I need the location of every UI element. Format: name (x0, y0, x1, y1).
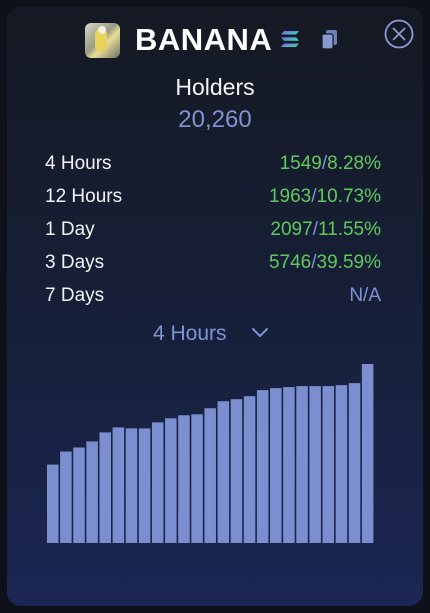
holders-count: 20,260 (178, 106, 252, 133)
list-item: 12 Hours 1963/10.73% (45, 184, 381, 217)
chart-bar (283, 387, 295, 543)
chart-bar (99, 432, 111, 543)
chart-bar (270, 388, 282, 543)
token-header: BANANA (7, 18, 423, 61)
chevron-down-icon (252, 328, 268, 337)
chart-bar (361, 364, 374, 543)
chart-bar (243, 396, 256, 543)
chart-bar (138, 428, 151, 543)
value-separator: / (311, 252, 317, 273)
chart-bar (256, 390, 269, 543)
value-separator: / (311, 186, 317, 207)
avatar-figure (95, 29, 107, 51)
period-value: 1549/8.28% (280, 153, 381, 175)
list-item: 7 Days N/A (45, 283, 381, 316)
holders-title: Holders (175, 74, 255, 100)
chart-bar (86, 441, 98, 543)
chart-bar (178, 415, 190, 543)
chart-bar (47, 464, 59, 543)
chart-bar (73, 447, 85, 543)
value-separator: / (321, 153, 328, 174)
holder-change-percent: 8.28% (327, 153, 381, 174)
list-item: 1 Day 2097/11.55% (45, 217, 381, 250)
period-label: 3 Days (45, 252, 105, 273)
solana-icon (281, 31, 299, 47)
chart-bar (125, 428, 138, 543)
period-value-na: N/A (349, 285, 381, 306)
chart-bar (348, 383, 361, 543)
period-selector-value: 4 Hours (153, 322, 227, 345)
holders-popup-card: BANANA Holders 20,260 4 Hours (7, 7, 423, 606)
chart-bar (230, 399, 243, 543)
period-value: 2097/11.55% (270, 219, 381, 241)
period-label: 7 Days (45, 285, 105, 306)
chart-bar (112, 427, 125, 543)
avatar-head (98, 26, 106, 34)
list-item: 3 Days 5746/39.59% (45, 250, 381, 283)
holders-bar-chart (47, 364, 374, 543)
banana-token-avatar (85, 23, 120, 58)
chart-bar (335, 385, 348, 543)
chart-bar (60, 451, 72, 543)
holder-change-percent: 11.55% (317, 219, 381, 240)
holder-change-count: 1963 (268, 186, 312, 207)
holder-change-count: 1549 (279, 153, 322, 174)
copy-icon[interactable] (320, 29, 340, 51)
period-value: 5746/39.59% (269, 252, 381, 274)
chart-bar (217, 401, 230, 543)
chart-bar (204, 408, 216, 543)
period-label: 1 Day (45, 219, 95, 240)
value-separator: / (312, 219, 318, 240)
chart-bar (296, 386, 308, 543)
period-label: 12 Hours (45, 186, 123, 207)
holder-change-list: 4 Hours 1549/8.28% 12 Hours 1963/10.73% … (45, 151, 381, 316)
list-item: 4 Hours 1549/8.28% (45, 151, 381, 184)
holder-change-count: 5746 (268, 252, 312, 273)
chart-bar (191, 414, 203, 543)
period-value: 1963/10.73% (269, 186, 381, 208)
close-icon[interactable] (383, 18, 415, 50)
holder-change-count: 2097 (270, 219, 313, 240)
holder-change-percent: 10.73% (316, 186, 381, 207)
holder-change-percent: 39.59% (316, 252, 381, 273)
chart-bar (322, 386, 335, 543)
chart-bar (309, 386, 321, 543)
chart-bar (165, 418, 177, 543)
period-label: 4 Hours (45, 153, 112, 174)
chart-bar (151, 422, 164, 543)
token-name: BANANA (135, 22, 273, 57)
